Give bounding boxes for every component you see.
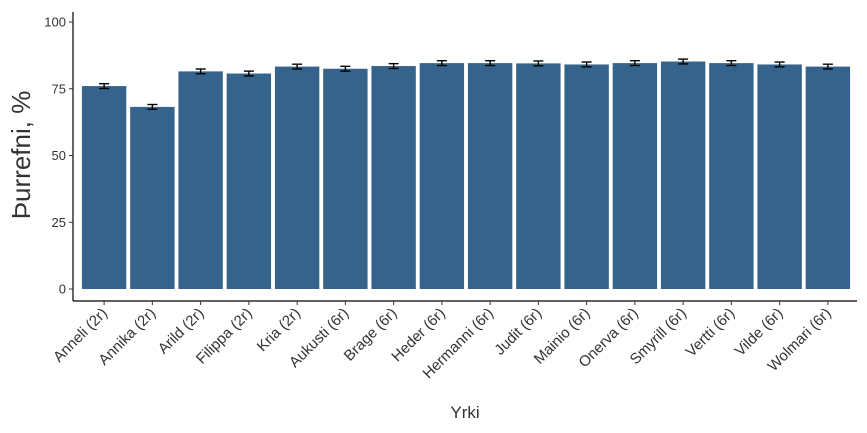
bar xyxy=(178,71,223,290)
y-tick-label: 25 xyxy=(52,215,66,230)
error-bar xyxy=(243,70,254,77)
error-bar xyxy=(774,61,785,68)
y-axis-label: Þurrefni, % xyxy=(6,91,36,220)
bar xyxy=(612,63,658,290)
error-bar xyxy=(629,60,640,67)
bar xyxy=(419,63,465,290)
error-bar xyxy=(822,63,833,70)
bar xyxy=(805,66,851,290)
error-bar xyxy=(436,60,447,67)
bar xyxy=(516,63,561,290)
error-bar xyxy=(388,62,399,70)
error-bar xyxy=(485,60,496,67)
bar xyxy=(81,86,127,289)
y-tick-label: 100 xyxy=(44,15,66,30)
bar xyxy=(323,68,368,289)
y-tick-label: 0 xyxy=(59,282,66,297)
bar xyxy=(709,63,754,290)
bar xyxy=(467,63,513,290)
bar xyxy=(130,106,175,289)
bar xyxy=(226,73,272,289)
error-bar xyxy=(678,58,689,65)
y-tick-label: 50 xyxy=(52,148,66,163)
error-bar xyxy=(581,61,592,68)
bar xyxy=(564,64,609,289)
error-bar xyxy=(340,65,351,72)
error-bar xyxy=(292,63,303,70)
error-bar xyxy=(99,82,110,90)
y-tick-label: 75 xyxy=(52,81,66,96)
error-bar xyxy=(147,103,158,111)
bar xyxy=(371,66,416,290)
bar xyxy=(274,66,320,290)
bar xyxy=(757,64,802,289)
x-axis-label: Yrki xyxy=(450,403,479,422)
error-bar xyxy=(195,68,206,75)
error-bar xyxy=(533,60,544,67)
error-bar xyxy=(726,60,737,67)
bar xyxy=(660,61,706,290)
